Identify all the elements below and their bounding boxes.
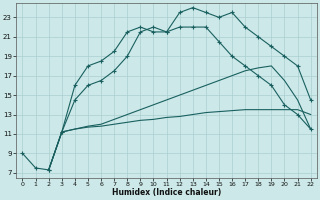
X-axis label: Humidex (Indice chaleur): Humidex (Indice chaleur) [112, 188, 221, 197]
